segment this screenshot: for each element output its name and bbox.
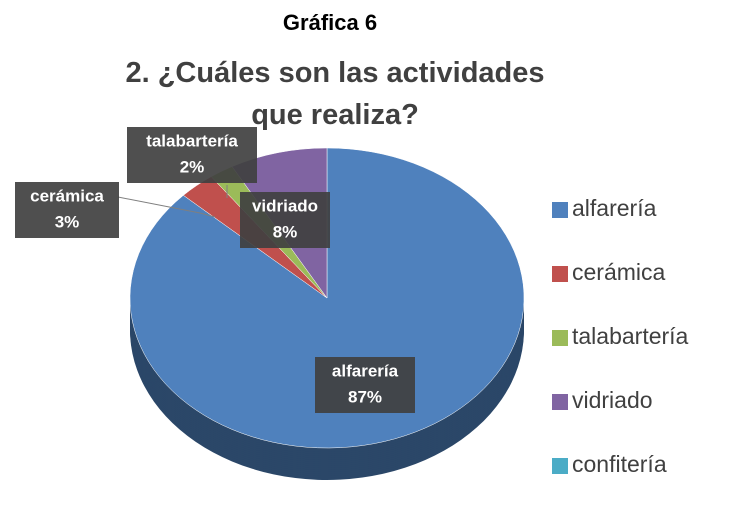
data-label-value: 87%	[348, 387, 382, 406]
legend-swatch	[552, 202, 568, 218]
chart-subtitle: 2. ¿Cuáles son las actividades que reali…	[125, 57, 545, 131]
legend-label: cerámica	[572, 259, 666, 285]
data-label-box	[15, 182, 119, 238]
data-label-name: alfarería	[332, 361, 399, 380]
legend-swatch	[552, 330, 568, 346]
legend-label: vidriado	[572, 387, 653, 413]
legend-swatch	[552, 266, 568, 282]
data-label-box	[127, 127, 257, 183]
chart-title: Gráfica 6	[282, 10, 378, 35]
data-label-name: talabartería	[146, 131, 238, 150]
data-label-name: cerámica	[30, 186, 104, 205]
legend-label: talabartería	[572, 323, 689, 349]
data-label-box	[315, 357, 415, 413]
legend-label: confitería	[572, 451, 667, 477]
legend-swatch	[552, 458, 568, 474]
data-label-value: 3%	[55, 212, 80, 231]
leader-line	[117, 196, 216, 218]
data-label-value: 2%	[180, 157, 205, 176]
data-label-box	[240, 192, 330, 248]
legend-label: alfarería	[572, 195, 657, 221]
data-label-name: vidriado	[252, 196, 318, 215]
legend-swatch	[552, 394, 568, 410]
pie-slice	[129, 147, 525, 449]
data-label-value: 8%	[273, 222, 298, 241]
